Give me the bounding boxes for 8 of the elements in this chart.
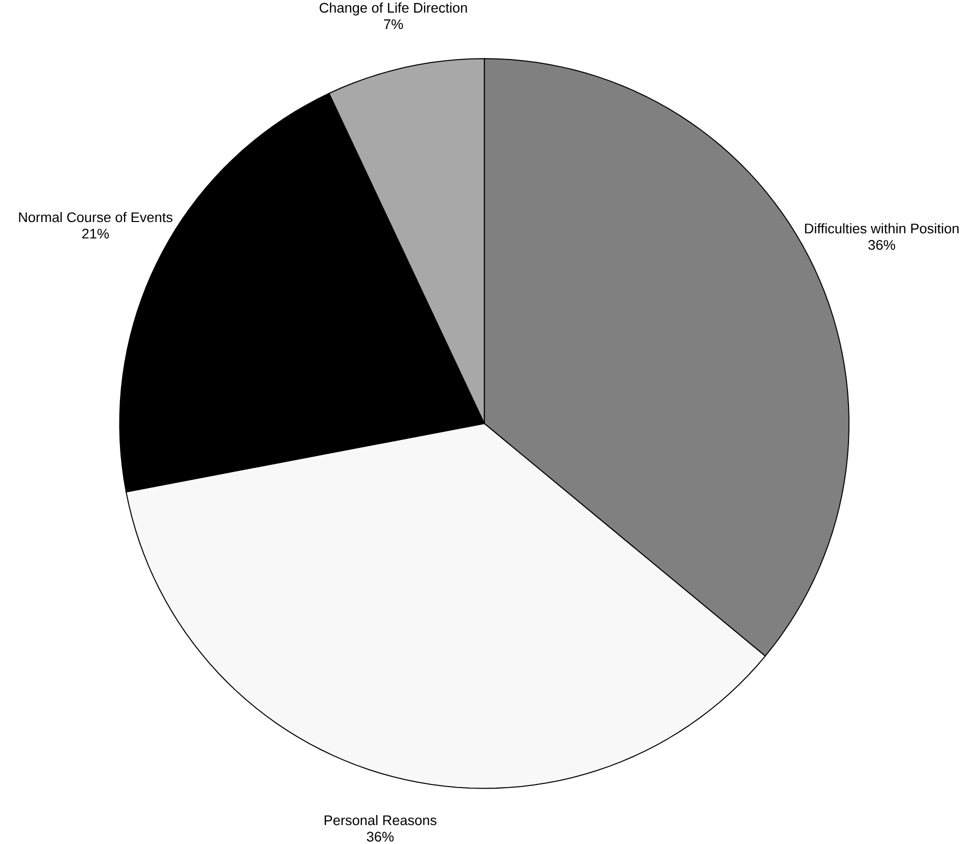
data-label: 36% — [366, 832, 394, 842]
slice-label: Change of Life Direction — [320, 2, 467, 16]
slice-label: Personal Reasons — [324, 814, 436, 826]
data-label: 36% — [868, 240, 896, 250]
data-label: 21% — [82, 228, 109, 238]
data-label: 7% — [384, 19, 403, 29]
slice-label: Difficulties within Position — [805, 223, 959, 234]
slice-label: Normal Course of Events — [19, 212, 172, 222]
